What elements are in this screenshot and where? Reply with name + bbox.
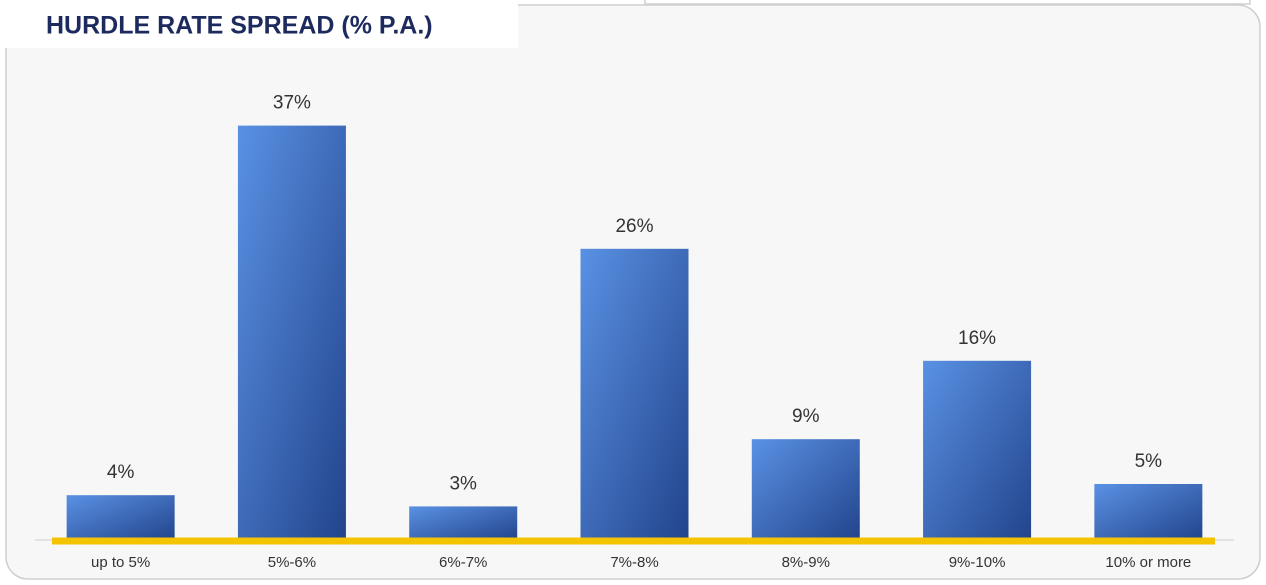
x-tick-label: 7%-8% <box>610 554 658 571</box>
bar <box>66 495 175 540</box>
value-label: 9% <box>792 406 820 427</box>
chart-title: HURDLE RATE SPREAD (% P.A.) <box>46 12 433 40</box>
value-label: 37% <box>273 93 311 114</box>
value-label: 26% <box>615 216 653 237</box>
x-tick-label: 8%-9% <box>782 554 830 571</box>
bar <box>923 360 1032 540</box>
value-label: 3% <box>449 473 477 494</box>
value-label: 4% <box>107 462 135 483</box>
x-tick-label: 10% or more <box>1105 554 1191 571</box>
bar <box>409 506 518 540</box>
x-tick-label: 5%-6% <box>268 554 316 571</box>
x-tick-label: 6%-7% <box>439 554 487 571</box>
bar <box>751 439 860 540</box>
bar <box>1094 484 1203 540</box>
x-tick-label: up to 5% <box>91 554 150 571</box>
title-tab <box>0 0 518 48</box>
value-label: 5% <box>1135 451 1163 472</box>
x-tick-label: 9%-10% <box>949 554 1006 571</box>
top-edge <box>644 0 1251 5</box>
bar <box>237 125 346 540</box>
bar <box>580 248 689 541</box>
value-label: 16% <box>958 328 996 349</box>
